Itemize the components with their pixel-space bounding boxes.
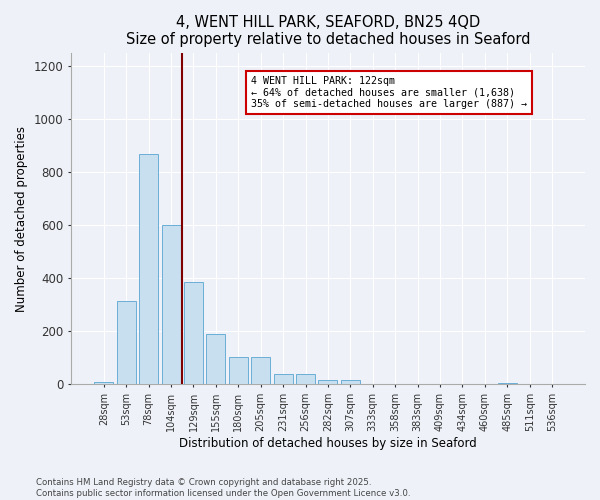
Bar: [498, 383, 517, 384]
Text: Contains HM Land Registry data © Crown copyright and database right 2025.
Contai: Contains HM Land Registry data © Crown c…: [36, 478, 410, 498]
X-axis label: Distribution of detached houses by size in Seaford: Distribution of detached houses by size …: [179, 437, 477, 450]
Bar: [229, 356, 248, 384]
Bar: [161, 225, 181, 384]
Y-axis label: Number of detached properties: Number of detached properties: [15, 126, 28, 312]
Bar: [274, 374, 293, 384]
Bar: [251, 356, 270, 384]
Bar: [139, 154, 158, 384]
Text: 4 WENT HILL PARK: 122sqm
← 64% of detached houses are smaller (1,638)
35% of sem: 4 WENT HILL PARK: 122sqm ← 64% of detach…: [251, 76, 527, 109]
Bar: [184, 282, 203, 384]
Bar: [319, 380, 337, 384]
Title: 4, WENT HILL PARK, SEAFORD, BN25 4QD
Size of property relative to detached house: 4, WENT HILL PARK, SEAFORD, BN25 4QD Siz…: [126, 15, 530, 48]
Bar: [341, 380, 360, 384]
Bar: [206, 334, 226, 384]
Bar: [296, 374, 315, 384]
Bar: [117, 301, 136, 384]
Bar: [94, 382, 113, 384]
